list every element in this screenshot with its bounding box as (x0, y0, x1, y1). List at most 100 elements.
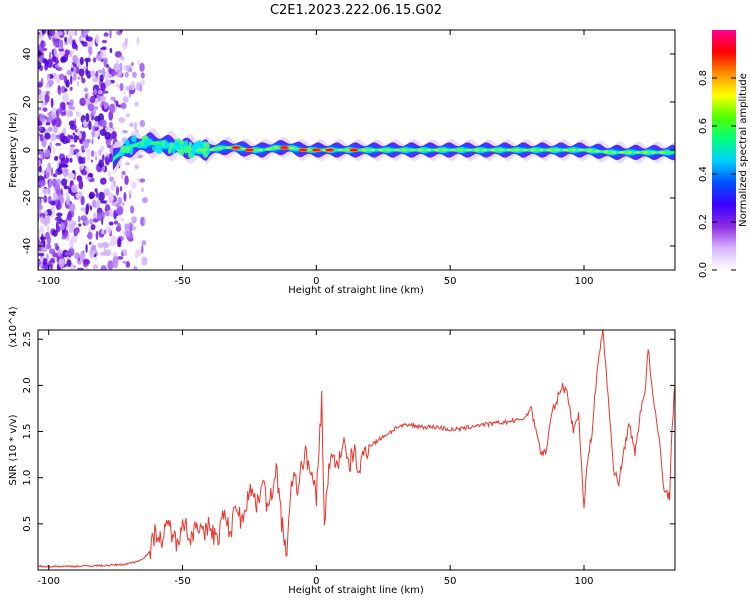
ridge-core (394, 148, 400, 152)
speckle-blob (122, 248, 128, 255)
ridge-core (490, 148, 496, 152)
speckle-blob (71, 183, 78, 193)
speckle-blob (79, 56, 84, 65)
speckle-blob (86, 36, 93, 42)
y-tick-label: -20 (22, 190, 33, 206)
speckle-blob (50, 97, 54, 108)
ridge-core (643, 151, 649, 154)
ridge-core (265, 147, 271, 151)
speckle-blob (122, 202, 125, 206)
speckle-blob (63, 185, 70, 190)
speckle-blob (120, 30, 123, 33)
speckle-blob (141, 240, 147, 246)
speckle-blob (44, 167, 52, 173)
speckle-blob (130, 80, 136, 91)
speckle-blob (42, 57, 46, 64)
speckle-blob (80, 195, 85, 206)
speckle-blob (76, 81, 80, 87)
ridge-peak (280, 146, 289, 149)
speckle-blob (58, 258, 65, 268)
speckle-blob (69, 99, 74, 107)
speckle-blob (42, 152, 45, 161)
speckle-blob (64, 168, 69, 173)
speckle-blob (72, 54, 78, 64)
speckle-blob (60, 266, 64, 270)
speckle-blob (91, 130, 95, 138)
speckle-blob (74, 30, 77, 37)
speckle-blob (54, 156, 59, 162)
speckle-blob (45, 122, 51, 126)
speckle-blob (125, 260, 131, 268)
speckle-blob (76, 152, 79, 160)
speckle-blob (69, 138, 75, 143)
ridge-core (378, 148, 384, 152)
speckle-blob (69, 124, 77, 130)
speckle-blob (39, 225, 44, 234)
speckle-blob (38, 135, 41, 143)
ridge-core (337, 148, 343, 152)
speckle-blob (93, 120, 99, 128)
speckle-blob (56, 108, 62, 114)
ridge-core (506, 148, 512, 152)
speckle-blob (44, 132, 51, 140)
speckle-blob (111, 201, 119, 207)
speckle-blob (81, 145, 85, 152)
speckle-blob (95, 191, 99, 198)
snr-x-label: Height of straight line (km) (288, 585, 424, 596)
speckle-blob (100, 265, 107, 270)
speckle-blob (96, 211, 103, 221)
ridge-core (386, 148, 392, 152)
speckle-blob (93, 212, 97, 220)
speckle-blob (104, 131, 111, 140)
speckle-blob (84, 57, 91, 63)
speckle-blob (107, 260, 114, 270)
speckle-blob (51, 112, 57, 120)
speckle-blob (77, 176, 83, 183)
speckle-blob (68, 223, 75, 234)
colorbar-tick-label: 0.2 (698, 214, 709, 230)
ridge-core (402, 148, 408, 152)
speckle-blob (59, 222, 65, 231)
speckle-blob (44, 93, 50, 103)
ridge-peak (325, 148, 334, 152)
speckle-blob (39, 179, 46, 187)
speckle-blob (128, 190, 133, 194)
speckle-blob (46, 235, 51, 245)
speckle-blob (66, 153, 73, 159)
speckle-blob (92, 76, 99, 83)
speckle-blob (118, 237, 122, 248)
speckle-blob (112, 71, 118, 76)
speckle-blob (38, 88, 42, 95)
speckle-blob (54, 245, 60, 251)
speckle-blob (110, 183, 115, 191)
speckle-blob (122, 129, 128, 134)
speckle-blob (50, 263, 53, 270)
speckle-blob (139, 119, 146, 128)
y-tick-label: 2.0 (22, 377, 33, 393)
ridge-core (273, 146, 279, 149)
speckle-blob (73, 134, 78, 143)
speckle-blob (60, 188, 63, 196)
speckle-blob (141, 187, 144, 192)
speckle-blob (51, 119, 56, 127)
speckle-blob (125, 85, 132, 91)
colorbar-tick-label: 0.6 (698, 118, 709, 134)
speckle-blob (89, 249, 95, 259)
speckle-blob (38, 165, 42, 173)
speckle-blob (104, 210, 110, 217)
speckle-blob (66, 69, 73, 76)
speckle-blob (48, 178, 53, 188)
speckle-blob (83, 156, 86, 163)
speckle-blob (105, 126, 109, 132)
speckle-blob (38, 107, 42, 111)
speckle-blob (110, 96, 116, 101)
speckle-blob (65, 195, 71, 206)
speckle-blob (136, 36, 140, 46)
speckle-blob (87, 231, 93, 240)
speckle-blob (52, 147, 56, 155)
ridge-clump (130, 135, 135, 142)
speckle-blob (85, 176, 93, 180)
speckle-blob (51, 178, 58, 188)
speckle-blob (38, 199, 41, 207)
speckle-blob (66, 30, 69, 36)
